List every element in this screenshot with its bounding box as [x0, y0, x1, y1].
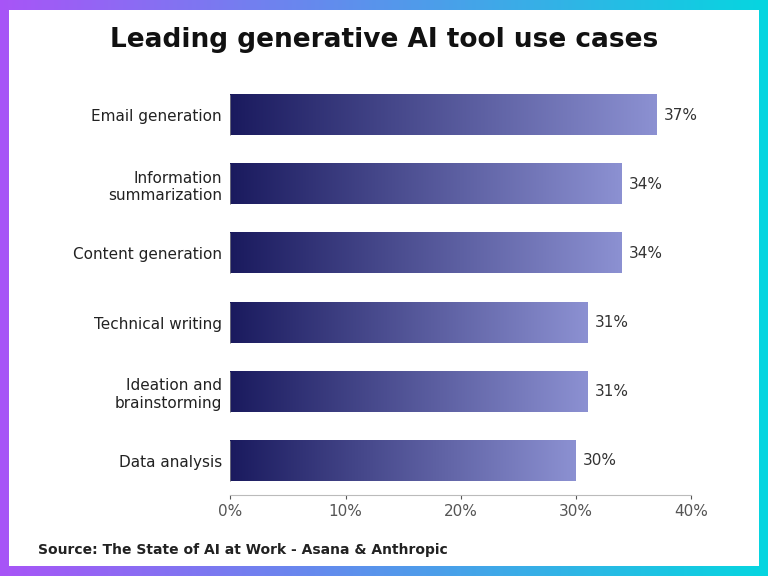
- Text: 34%: 34%: [629, 246, 663, 261]
- Text: 31%: 31%: [594, 315, 628, 330]
- Text: 37%: 37%: [664, 108, 697, 123]
- Text: 34%: 34%: [629, 177, 663, 192]
- Text: 30%: 30%: [583, 453, 617, 468]
- Text: Source: The State of AI at Work - Asana & Anthropic: Source: The State of AI at Work - Asana …: [38, 543, 449, 557]
- Text: 31%: 31%: [594, 384, 628, 399]
- Text: Leading generative AI tool use cases: Leading generative AI tool use cases: [110, 27, 658, 54]
